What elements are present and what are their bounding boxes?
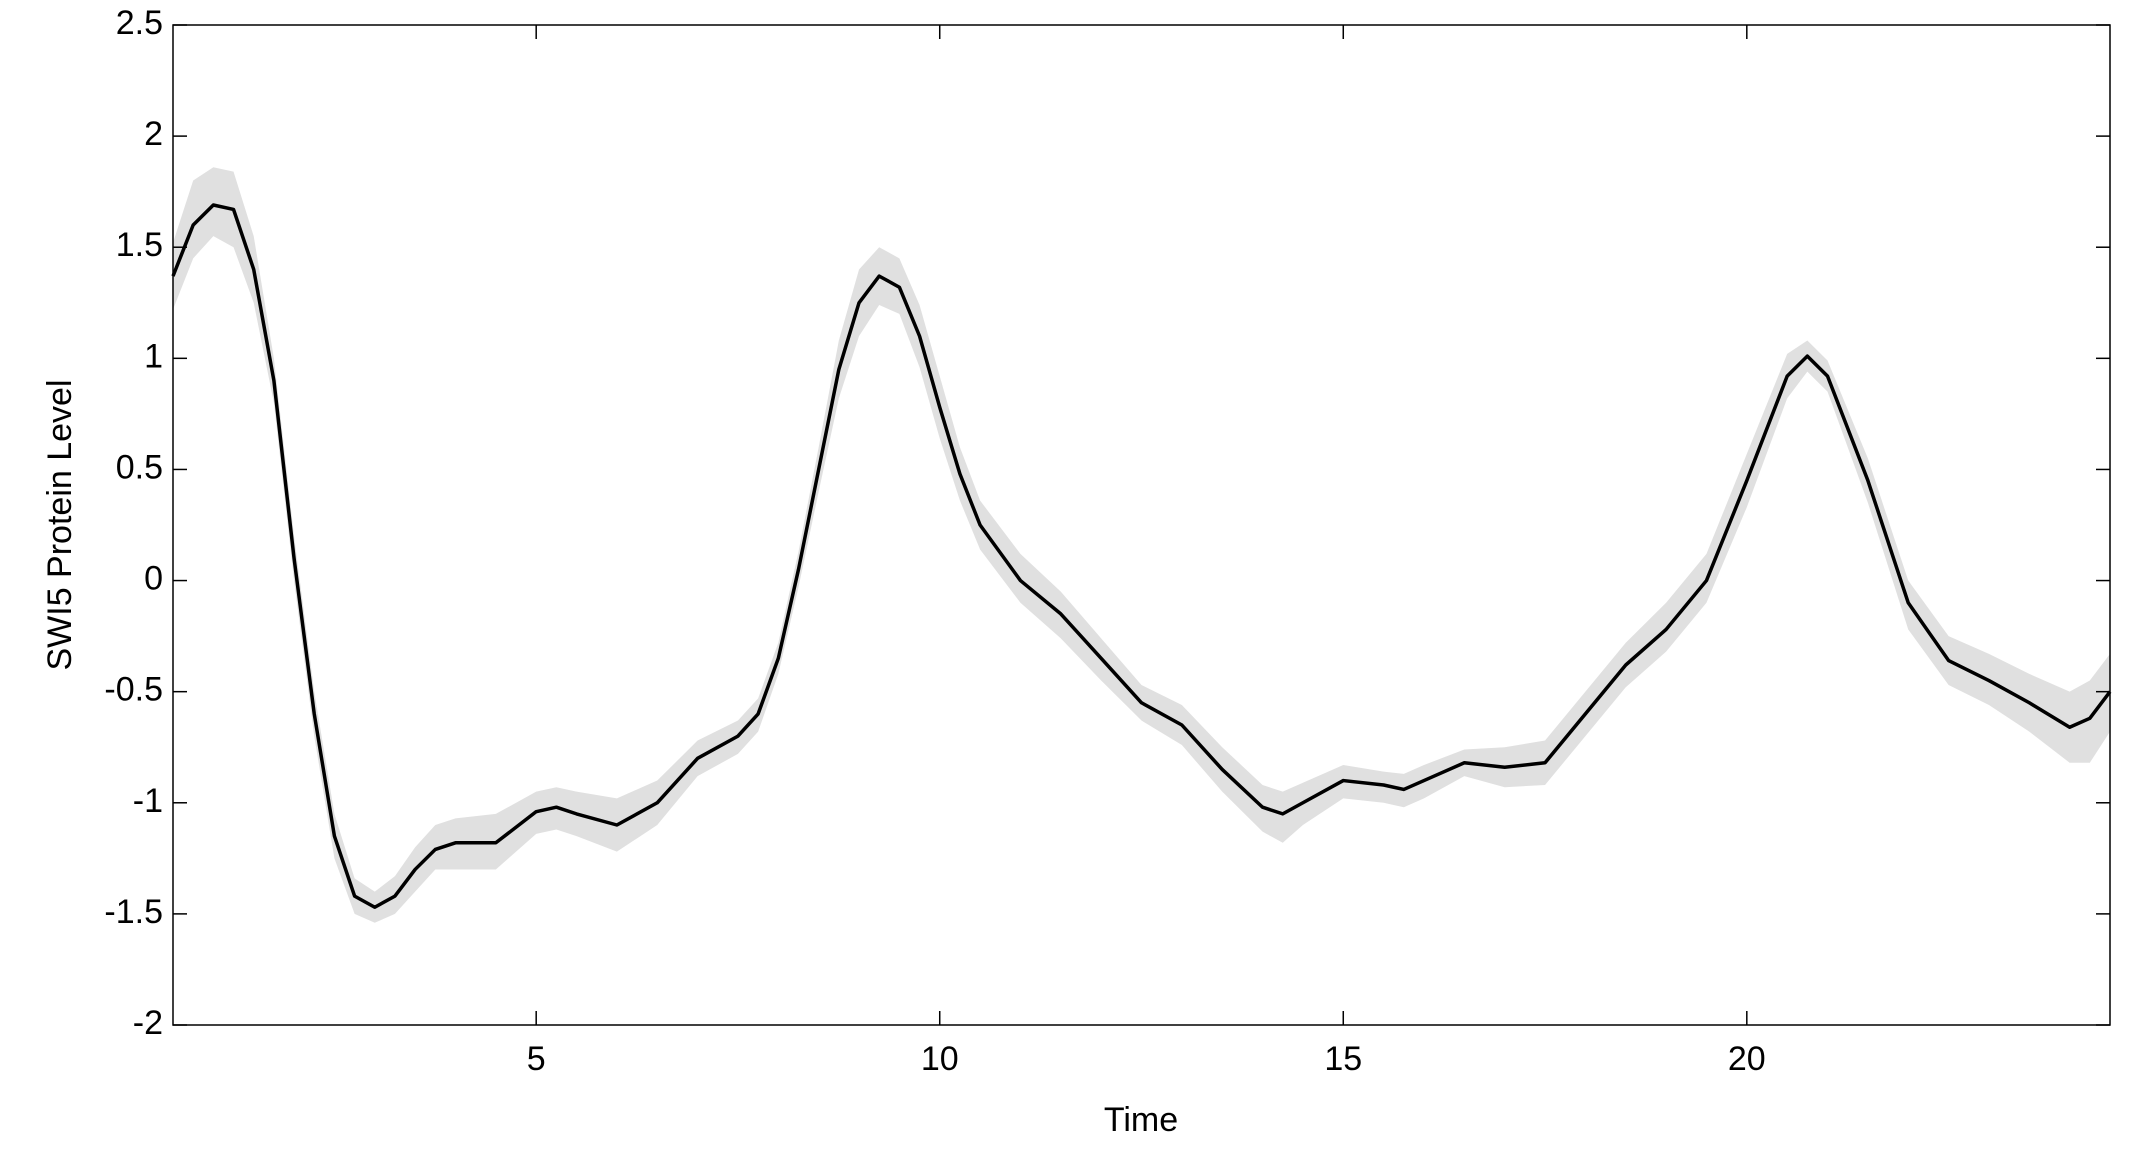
x-tick-label: 10	[921, 1040, 959, 1078]
y-tick-label: 2.5	[116, 4, 163, 42]
x-tick-label: 5	[527, 1040, 546, 1078]
x-axis-label: Time	[1104, 1101, 1178, 1139]
plot-frame	[172, 24, 2111, 1026]
y-tick-label: -1.5	[104, 893, 163, 931]
y-tick-label: -0.5	[104, 671, 163, 709]
x-tick-label: 20	[1728, 1040, 1766, 1078]
y-tick-label: -2	[133, 1004, 163, 1042]
y-tick-label: -1	[133, 782, 163, 820]
y-tick-label: 2	[144, 115, 163, 153]
x-tick-label: 15	[1324, 1040, 1362, 1078]
y-axis-label: SWI5 Protein Level	[41, 379, 79, 670]
y-tick-label: 1	[144, 337, 163, 375]
y-tick-label: 0	[144, 560, 163, 598]
data-line	[171, 203, 2112, 909]
y-tick-label: 0.5	[116, 448, 163, 486]
y-tick-label: 1.5	[116, 226, 163, 264]
confidence-band	[173, 167, 2110, 923]
